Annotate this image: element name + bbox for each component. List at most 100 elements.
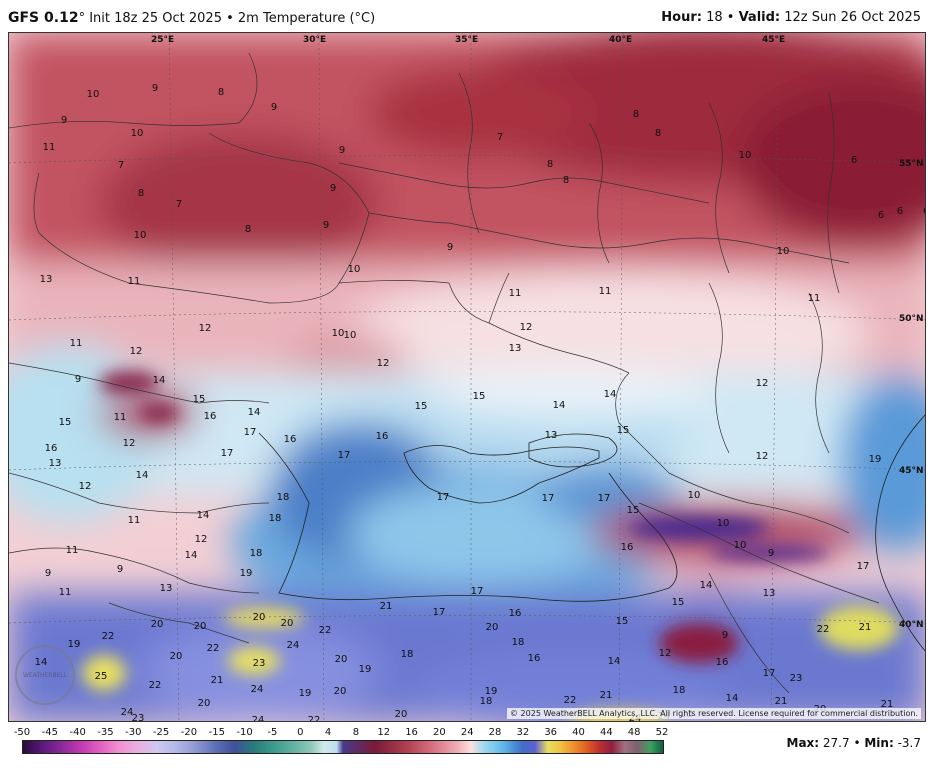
temperature-value: 8 [138, 188, 144, 199]
temperature-value: 15 [473, 391, 486, 402]
temperature-value: 21 [859, 622, 872, 633]
colorbar-tick: 44 [599, 727, 613, 738]
temperature-value: 10 [777, 246, 790, 257]
temperature-value: 12 [520, 322, 533, 333]
temperature-value: 15 [627, 505, 640, 516]
temperature-value: 10 [739, 150, 752, 161]
temperature-value: 23 [253, 658, 266, 669]
temperature-value: 14 [136, 470, 149, 481]
colorbar-tick: -25 [152, 727, 170, 738]
colorbar-tick: -15 [208, 727, 225, 738]
temperature-value: 21 [775, 696, 788, 707]
black-sea-coast [258, 432, 678, 602]
hour-value: 18 [706, 10, 723, 25]
colorbar-tick: 28 [488, 727, 502, 738]
temperature-value: 11 [43, 142, 56, 153]
temperature-value: 11 [599, 286, 612, 297]
temperature-value: 13 [40, 274, 53, 285]
max-label: Max: [786, 736, 820, 750]
temperature-value: 22 [102, 631, 115, 642]
colorbar-tick: -40 [69, 727, 86, 738]
init-text: ° Init 18z 25 Oct 2025 • 2m Temperature … [78, 11, 376, 26]
temperature-value: 16 [621, 542, 634, 553]
temperature-value: 8 [633, 109, 639, 120]
caspian-coast [875, 414, 925, 652]
temperature-value: 9 [768, 548, 774, 559]
temperature-value: 6 [851, 155, 857, 166]
temperature-value: 16 [204, 411, 217, 422]
colorbar-tick: 8 [352, 727, 360, 738]
temperature-value: 8 [563, 175, 569, 186]
temperature-value: 19 [68, 639, 81, 650]
temperature-value: 17 [221, 448, 234, 459]
temperature-value: 21 [600, 690, 613, 701]
colorbar-tick: 0 [297, 727, 304, 738]
temperature-value: 21 [211, 675, 224, 686]
temperature-value: 17 [857, 561, 870, 572]
temperature-value: 24 [251, 684, 264, 695]
temperature-value: 20 [253, 612, 266, 623]
temperature-value: 13 [763, 588, 776, 599]
temperature-value: 8 [547, 159, 553, 170]
warm-spots [82, 371, 899, 721]
temperature-value: 20 [486, 622, 499, 633]
colorbar-tick: -30 [125, 727, 142, 738]
map-svg: 25°E 30°E 35°E 40°E 45°E 55°N 50°N 45°N … [9, 33, 926, 722]
temperature-value: 10 [344, 330, 357, 341]
lat-labels: 55°N 50°N 45°N 40°N [899, 159, 924, 630]
temperature-value: 9 [722, 630, 728, 641]
lon-label: 25°E [151, 35, 174, 45]
temperature-value: 10 [688, 490, 701, 501]
temperature-value: 9 [61, 115, 67, 126]
colorbar-tick: 12 [377, 727, 391, 738]
temperature-value: 17 [433, 607, 446, 618]
temperature-value: 18 [277, 492, 290, 503]
colorbar-tick: 36 [544, 727, 558, 738]
temperature-value: 10 [348, 264, 361, 275]
temperature-value: 22 [149, 680, 162, 691]
temperature-value: 12 [123, 438, 136, 449]
colorbar-tick: 20 [433, 727, 446, 738]
colorbar-tick: 32 [516, 727, 530, 738]
temperature-value: 20 [281, 618, 294, 629]
borders [9, 52, 880, 694]
temperature-value: 15 [193, 394, 206, 405]
temperature-value: 17 [763, 668, 776, 679]
temperature-value: 11 [509, 288, 522, 299]
temperature-value: 16 [45, 443, 58, 454]
temperature-value: 22 [308, 715, 321, 722]
temperature-value: 11 [128, 276, 141, 287]
lon-label: 30°E [303, 35, 326, 45]
temperature-value: 23 [790, 673, 803, 684]
temperature-value: 15 [616, 616, 629, 627]
azov-coast [528, 433, 618, 468]
lon-label: 45°E [762, 35, 785, 45]
model-name: GFS 0.12 [8, 10, 79, 26]
temperature-value: 11 [128, 515, 141, 526]
temperature-value: 20 [335, 654, 348, 665]
colorbar-tick: -5 [267, 727, 278, 738]
copyright-notice: © 2025 WeatherBELL Analytics, LLC. All r… [507, 708, 921, 719]
temperature-value: 7 [497, 132, 503, 143]
valid-time: Hour: 18 • Valid: 12z Sun 26 Oct 2025 [661, 10, 921, 25]
temperature-value: 18 [480, 696, 493, 707]
temperature-value: 24 [121, 707, 134, 718]
temperature-value: 10 [87, 89, 100, 100]
temperature-value: 12 [377, 358, 390, 369]
max-value: 27.7 [822, 736, 850, 750]
temperature-value: 12 [79, 481, 92, 492]
temperature-value: 21 [380, 601, 393, 612]
colorbar: -50 -45 -40 -35 -30 -25 -20 -15 -10 -5 0 4 8 12 16 20 24… [0, 724, 680, 768]
lat-label: 55°N [899, 159, 924, 169]
colorbar-tick: -20 [180, 727, 198, 738]
temperature-value: 12 [756, 451, 769, 462]
temperature-value: 19 [869, 454, 882, 465]
colorbar-labels: -50 -45 -40 -35 -30 -25 -20 -15 -10 -5 0 4 8 12 16 20 24… [14, 727, 669, 739]
temperature-value: 6 [923, 206, 926, 217]
temperature-value: 19 [240, 568, 253, 579]
colorbar-tick: -10 [236, 727, 253, 738]
temperature-value: 14 [608, 656, 621, 667]
lat-label: 50°N [899, 314, 924, 324]
temperature-value: 13 [160, 583, 173, 594]
temperature-value: 17 [244, 427, 257, 438]
